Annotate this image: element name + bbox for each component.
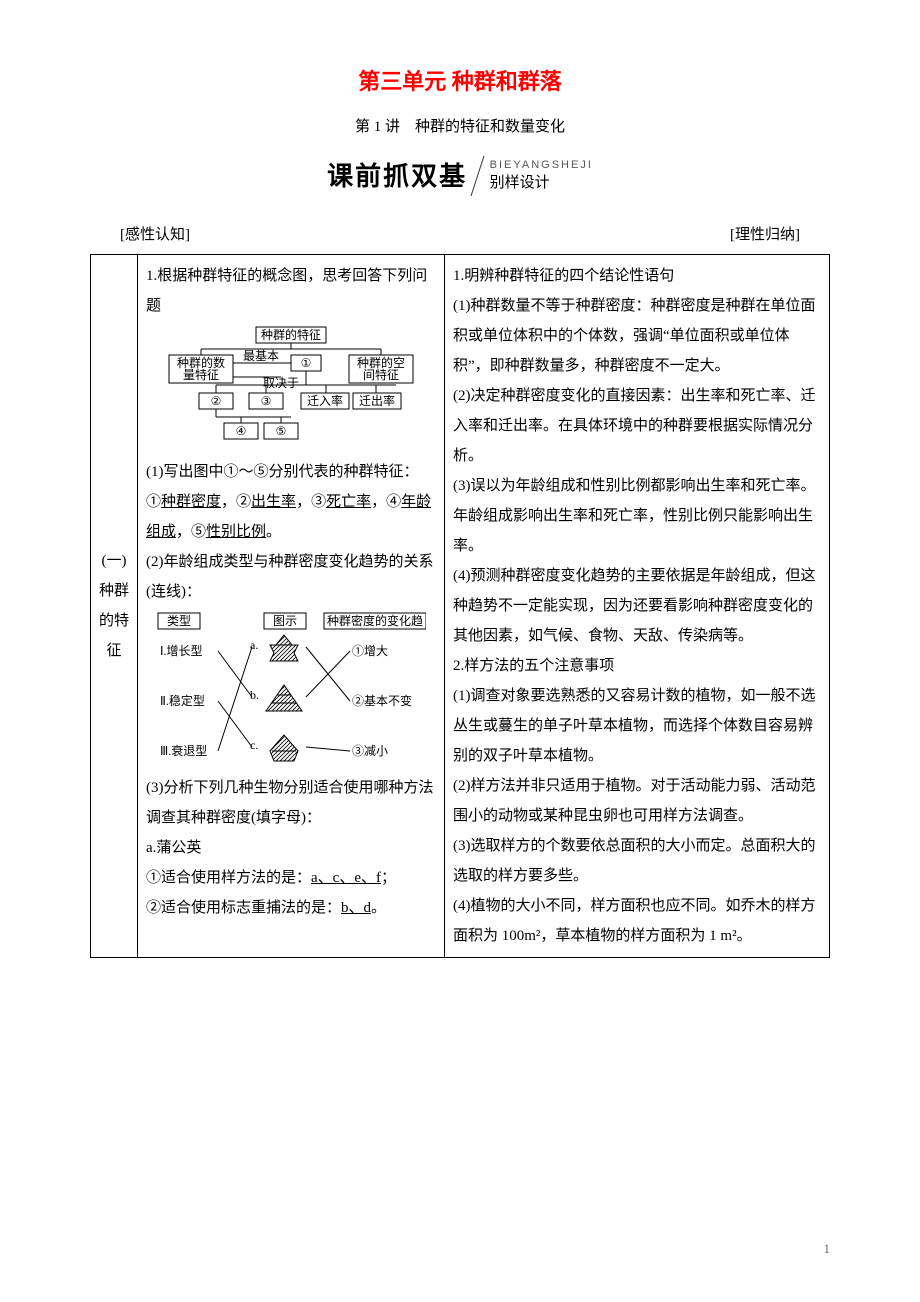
svg-text:c.: c. [250, 738, 258, 752]
svg-text:①增大: ①增大 [352, 644, 388, 658]
r-p4: (4)预测种群密度变化趋势的主要依据是年龄组成，但这种趋势不一定能实现，因为还要… [453, 561, 821, 651]
svg-text:Ⅱ.稳定型: Ⅱ.稳定型 [160, 693, 205, 708]
svg-text:①: ① [301, 356, 312, 370]
svg-text:量特征: 量特征 [183, 367, 219, 382]
row-label: (一) 种群的特征 [91, 255, 138, 958]
svg-text:②基本不变: ②基本不变 [352, 693, 412, 708]
banner-separator [470, 156, 484, 196]
lecture-subtitle: 第 1 讲 种群的特征和数量变化 [90, 112, 830, 142]
col-header-right: [理性归纳] [730, 220, 800, 250]
q1-stem: 1.根据种群特征的概念图，思考回答下列问题 [146, 261, 436, 321]
svg-text:最基本: 最基本 [243, 349, 279, 363]
svg-text:Ⅰ.增长型: Ⅰ.增长型 [160, 644, 203, 658]
svg-text:③减小: ③减小 [352, 744, 388, 758]
svg-text:类型: 类型 [167, 614, 191, 628]
section-banner: 课前抓双基 BIEYANGSHEJI 别样设计 [90, 150, 830, 202]
svg-text:④: ④ [236, 424, 247, 438]
r-p5: (1)调查对象要选熟悉的又容易计数的植物，如一般不选丛生或蔓生的单子叶草本植物，… [453, 681, 821, 771]
r-h1: 1.明辨种群特征的四个结论性语句 [453, 261, 821, 291]
r-p3: (3)误以为年龄组成和性别比例都影响出生率和死亡率。年龄组成影响出生率和死亡率，… [453, 471, 821, 561]
content-table: (一) 种群的特征 1.根据种群特征的概念图，思考回答下列问题 text{fon… [90, 254, 830, 958]
q1-1: (1)写出图中①～⑤分别代表的种群特征： [146, 457, 436, 487]
svg-text:②: ② [211, 394, 222, 408]
svg-text:种群密度的变化趋: 种群密度的变化趋 [327, 613, 423, 628]
banner-main: 课前抓双基 [327, 161, 467, 191]
q1-3-1: ①适合使用样方法的是：a、c、e、f； [146, 863, 436, 893]
r-p2: (2)决定种群密度变化的直接因素：出生率和死亡率、迁入率和迁出率。在具体环境中的… [453, 381, 821, 471]
q1-3: (3)分析下列几种生物分别适合使用哪种方法调查其种群密度(填字母)： [146, 773, 436, 833]
page-number: 1 [824, 1236, 831, 1262]
r-p1: (1)种群数量不等于种群密度：种群密度是种群在单位面积或单位体积中的个体数，强调… [453, 291, 821, 381]
unit-title: 第三单元 种群和群落 [90, 60, 830, 104]
r-h2: 2.样方法的五个注意事项 [453, 651, 821, 681]
q1-3a: a.蒲公英 [146, 833, 436, 863]
matching-diagram: text{font-size:12px;font-family:SimSun,s… [156, 611, 426, 771]
svg-text:间特征: 间特征 [363, 367, 399, 382]
q1-2: (2)年龄组成类型与种群密度变化趋势的关系(连线)： [146, 547, 436, 607]
svg-text:图示: 图示 [273, 614, 297, 628]
banner-cn: 别样设计 [490, 175, 550, 191]
banner-pinyin: BIEYANGSHEJI [490, 159, 593, 171]
r-p6: (2)样方法并非只适用于植物。对于活动能力弱、活动范围小的动物或某种昆虫卵也可用… [453, 771, 821, 831]
svg-text:迁入率: 迁入率 [307, 393, 343, 408]
q1-1-answers: ①种群密度，②出生率，③死亡率，④年龄组成，⑤性别比例。 [146, 487, 436, 547]
right-cell: 1.明辨种群特征的四个结论性语句 (1)种群数量不等于种群密度：种群密度是种群在… [445, 255, 830, 958]
r-p7: (3)选取样方的个数要依总面积的大小而定。总面积大的选取的样方要多些。 [453, 831, 821, 891]
concept-map-diagram: text{font-size:11px;font-family:SimSun,s… [161, 325, 421, 455]
svg-text:取决于: 取决于 [263, 376, 299, 390]
svg-text:种群的特征: 种群的特征 [261, 327, 321, 342]
svg-text:⑤: ⑤ [276, 424, 287, 438]
col-header-left: [感性认知] [120, 220, 190, 250]
svg-text:迁出率: 迁出率 [359, 393, 395, 408]
left-cell: 1.根据种群特征的概念图，思考回答下列问题 text{font-size:11p… [138, 255, 445, 958]
svg-text:Ⅲ.衰退型: Ⅲ.衰退型 [160, 743, 207, 758]
svg-text:b.: b. [250, 688, 259, 702]
q1-3-2: ②适合使用标志重捕法的是：b、d。 [146, 893, 436, 923]
r-p8: (4)植物的大小不同，样方面积也应不同。如乔木的样方面积为 100m²，草本植物… [453, 891, 821, 951]
svg-text:③: ③ [261, 394, 272, 408]
